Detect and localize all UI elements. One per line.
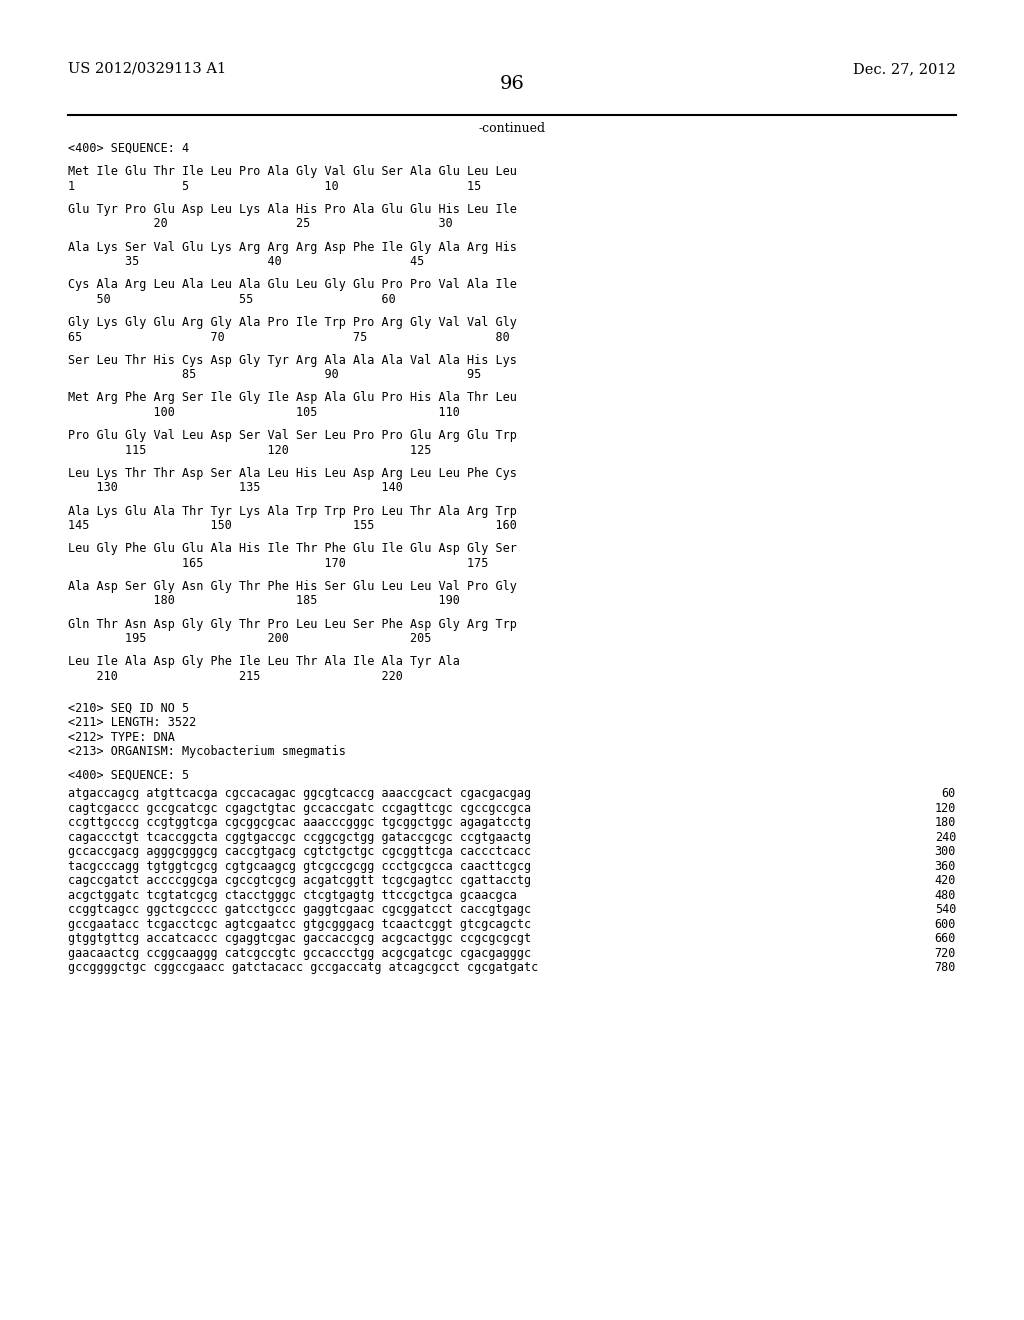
Text: 600: 600	[935, 917, 956, 931]
Text: US 2012/0329113 A1: US 2012/0329113 A1	[68, 62, 226, 77]
Text: 60: 60	[942, 787, 956, 800]
Text: 65                  70                  75                  80: 65 70 75 80	[68, 330, 510, 343]
Text: atgaccagcg atgttcacga cgccacagac ggcgtcaccg aaaccgcact cgacgacgag: atgaccagcg atgttcacga cgccacagac ggcgtca…	[68, 787, 531, 800]
Text: 660: 660	[935, 932, 956, 945]
Text: 100                 105                 110: 100 105 110	[68, 407, 460, 418]
Text: 1               5                   10                  15: 1 5 10 15	[68, 180, 481, 193]
Text: Dec. 27, 2012: Dec. 27, 2012	[853, 62, 956, 77]
Text: 420: 420	[935, 874, 956, 887]
Text: gaacaactcg ccggcaaggg catcgccgtc gccaccctgg acgcgatcgc cgacgagggc: gaacaactcg ccggcaaggg catcgccgtc gccaccc…	[68, 946, 531, 960]
Text: gccaccgacg agggcgggcg caccgtgacg cgtctgctgc cgcggttcga caccctcacc: gccaccgacg agggcgggcg caccgtgacg cgtctgc…	[68, 845, 531, 858]
Text: 195                 200                 205: 195 200 205	[68, 632, 431, 645]
Text: 180: 180	[935, 816, 956, 829]
Text: 210                 215                 220: 210 215 220	[68, 669, 402, 682]
Text: <400> SEQUENCE: 5: <400> SEQUENCE: 5	[68, 768, 189, 781]
Text: tacgcccagg tgtggtcgcg cgtgcaagcg gtcgccgcgg ccctgcgcca caacttcgcg: tacgcccagg tgtggtcgcg cgtgcaagcg gtcgccg…	[68, 859, 531, 873]
Text: <212> TYPE: DNA: <212> TYPE: DNA	[68, 731, 175, 743]
Text: Cys Ala Arg Leu Ala Leu Ala Glu Leu Gly Glu Pro Pro Val Ala Ile: Cys Ala Arg Leu Ala Leu Ala Glu Leu Gly …	[68, 279, 517, 292]
Text: Gly Lys Gly Glu Arg Gly Ala Pro Ile Trp Pro Arg Gly Val Val Gly: Gly Lys Gly Glu Arg Gly Ala Pro Ile Trp …	[68, 315, 517, 329]
Text: Pro Glu Gly Val Leu Asp Ser Val Ser Leu Pro Pro Glu Arg Glu Trp: Pro Glu Gly Val Leu Asp Ser Val Ser Leu …	[68, 429, 517, 442]
Text: 480: 480	[935, 888, 956, 902]
Text: 180                 185                 190: 180 185 190	[68, 594, 460, 607]
Text: 35                  40                  45: 35 40 45	[68, 255, 424, 268]
Text: 85                  90                  95: 85 90 95	[68, 368, 481, 381]
Text: 720: 720	[935, 946, 956, 960]
Text: Ala Lys Glu Ala Thr Tyr Lys Ala Trp Trp Pro Leu Thr Ala Arg Trp: Ala Lys Glu Ala Thr Tyr Lys Ala Trp Trp …	[68, 504, 517, 517]
Text: Met Arg Phe Arg Ser Ile Gly Ile Asp Ala Glu Pro His Ala Thr Leu: Met Arg Phe Arg Ser Ile Gly Ile Asp Ala …	[68, 392, 517, 404]
Text: <210> SEQ ID NO 5: <210> SEQ ID NO 5	[68, 702, 189, 714]
Text: Leu Ile Ala Asp Gly Phe Ile Leu Thr Ala Ile Ala Tyr Ala: Leu Ile Ala Asp Gly Phe Ile Leu Thr Ala …	[68, 655, 460, 668]
Text: Glu Tyr Pro Glu Asp Leu Lys Ala His Pro Ala Glu Glu His Leu Ile: Glu Tyr Pro Glu Asp Leu Lys Ala His Pro …	[68, 203, 517, 216]
Text: Met Ile Glu Thr Ile Leu Pro Ala Gly Val Glu Ser Ala Glu Leu Leu: Met Ile Glu Thr Ile Leu Pro Ala Gly Val …	[68, 165, 517, 178]
Text: ccggtcagcc ggctcgcccc gatcctgccc gaggtcgaac cgcggatcct caccgtgagc: ccggtcagcc ggctcgcccc gatcctgccc gaggtcg…	[68, 903, 531, 916]
Text: 780: 780	[935, 961, 956, 974]
Text: 130                 135                 140: 130 135 140	[68, 482, 402, 494]
Text: 165                 170                 175: 165 170 175	[68, 557, 488, 570]
Text: Leu Lys Thr Thr Asp Ser Ala Leu His Leu Asp Arg Leu Leu Phe Cys: Leu Lys Thr Thr Asp Ser Ala Leu His Leu …	[68, 467, 517, 479]
Text: 115                 120                 125: 115 120 125	[68, 444, 431, 457]
Text: 360: 360	[935, 859, 956, 873]
Text: <213> ORGANISM: Mycobacterium smegmatis: <213> ORGANISM: Mycobacterium smegmatis	[68, 746, 346, 758]
Text: acgctggatc tcgtatcgcg ctacctgggc ctcgtgagtg ttccgctgca gcaacgca: acgctggatc tcgtatcgcg ctacctgggc ctcgtga…	[68, 888, 517, 902]
Text: 96: 96	[500, 75, 524, 92]
Text: 300: 300	[935, 845, 956, 858]
Text: gccgaatacc tcgacctcgc agtcgaatcc gtgcgggacg tcaactcggt gtcgcagctc: gccgaatacc tcgacctcgc agtcgaatcc gtgcggg…	[68, 917, 531, 931]
Text: gccggggctgc cggccgaacc gatctacacc gccgaccatg atcagcgcct cgcgatgatc: gccggggctgc cggccgaacc gatctacacc gccgac…	[68, 961, 539, 974]
Text: 20                  25                  30: 20 25 30	[68, 218, 453, 231]
Text: Gln Thr Asn Asp Gly Gly Thr Pro Leu Leu Ser Phe Asp Gly Arg Trp: Gln Thr Asn Asp Gly Gly Thr Pro Leu Leu …	[68, 618, 517, 631]
Text: Ser Leu Thr His Cys Asp Gly Tyr Arg Ala Ala Ala Val Ala His Lys: Ser Leu Thr His Cys Asp Gly Tyr Arg Ala …	[68, 354, 517, 367]
Text: 50                  55                  60: 50 55 60	[68, 293, 395, 306]
Text: 240: 240	[935, 830, 956, 843]
Text: 540: 540	[935, 903, 956, 916]
Text: ccgttgcccg ccgtggtcga cgcggcgcac aaacccgggc tgcggctggc agagatcctg: ccgttgcccg ccgtggtcga cgcggcgcac aaacccg…	[68, 816, 531, 829]
Text: Ala Asp Ser Gly Asn Gly Thr Phe His Ser Glu Leu Leu Val Pro Gly: Ala Asp Ser Gly Asn Gly Thr Phe His Ser …	[68, 579, 517, 593]
Text: 120: 120	[935, 801, 956, 814]
Text: cagtcgaccc gccgcatcgc cgagctgtac gccaccgatc ccgagttcgc cgccgccgca: cagtcgaccc gccgcatcgc cgagctgtac gccaccg…	[68, 801, 531, 814]
Text: Leu Gly Phe Glu Glu Ala His Ile Thr Phe Glu Ile Glu Asp Gly Ser: Leu Gly Phe Glu Glu Ala His Ile Thr Phe …	[68, 543, 517, 556]
Text: 145                 150                 155                 160: 145 150 155 160	[68, 519, 517, 532]
Text: gtggtgttcg accatcaccc cgaggtcgac gaccaccgcg acgcactggc ccgcgcgcgt: gtggtgttcg accatcaccc cgaggtcgac gaccacc…	[68, 932, 531, 945]
Text: -continued: -continued	[478, 121, 546, 135]
Text: cagccgatct accccggcga cgccgtcgcg acgatcggtt tcgcgagtcc cgattacctg: cagccgatct accccggcga cgccgtcgcg acgatcg…	[68, 874, 531, 887]
Text: <400> SEQUENCE: 4: <400> SEQUENCE: 4	[68, 143, 189, 154]
Text: cagaccctgt tcaccggcta cggtgaccgc ccggcgctgg gataccgcgc ccgtgaactg: cagaccctgt tcaccggcta cggtgaccgc ccggcgc…	[68, 830, 531, 843]
Text: <211> LENGTH: 3522: <211> LENGTH: 3522	[68, 717, 197, 729]
Text: Ala Lys Ser Val Glu Lys Arg Arg Arg Asp Phe Ile Gly Ala Arg His: Ala Lys Ser Val Glu Lys Arg Arg Arg Asp …	[68, 240, 517, 253]
